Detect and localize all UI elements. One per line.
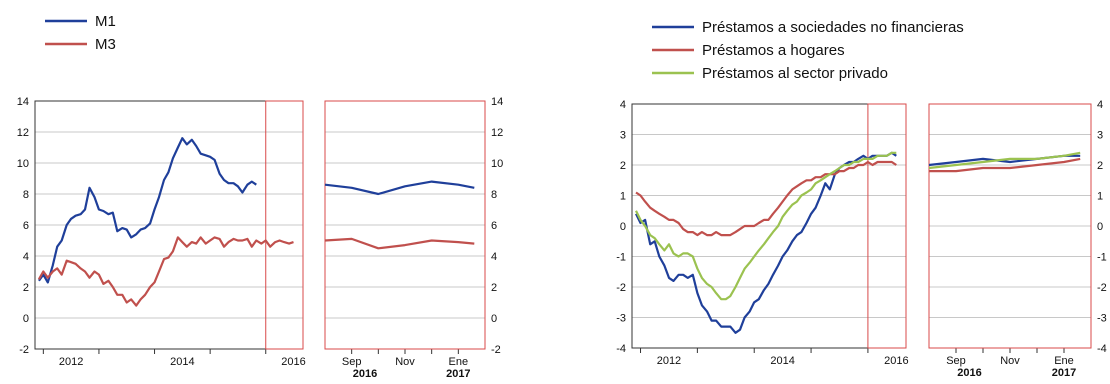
y-tick-label: 3 <box>620 130 626 142</box>
series-line-prestamos-a-hogares <box>635 160 897 237</box>
legend-label-prestamos-al-sector-privado: Préstamos al sector privado <box>702 65 888 82</box>
y-tick-label: 6 <box>491 220 497 232</box>
y-tick-label: 2 <box>1097 160 1103 172</box>
x-tick-label: 2016 <box>281 356 305 368</box>
y-tick-label: 10 <box>491 158 503 170</box>
y-tick-label: 12 <box>491 127 503 139</box>
main-panel: -2 0 2 4 6 8 10 12 14 2012 2014 2016 <box>17 96 306 368</box>
x-year-label: 2016 <box>957 367 981 379</box>
x-tick-label: Ene <box>1054 355 1074 367</box>
y-tick-label: 2 <box>620 160 626 172</box>
y-tick-label: 8 <box>491 189 497 201</box>
y-tick-label: -2 <box>1097 282 1107 294</box>
series-line-prestamos-a-hogares <box>929 157 1081 173</box>
zoom-panel: -2 0 2 4 6 8 10 12 14 Sep Nov Ene 2016 2017 <box>324 96 503 380</box>
legend-label-m3: M3 <box>95 36 116 53</box>
y-tick-label: -3 <box>1097 313 1107 325</box>
x-tick-label: 2012 <box>59 356 83 368</box>
legend-label-m1: M1 <box>95 13 116 30</box>
legend-label-prestamos-a-hogares: Préstamos a hogares <box>702 42 845 59</box>
y-tick-label: 14 <box>17 96 29 108</box>
loans-chart: Préstamos a sociedades no financieras Pré… <box>616 19 1107 379</box>
y-tick-label: 4 <box>620 99 626 111</box>
y-tick-label: 2 <box>491 282 497 294</box>
y-tick-label: 14 <box>491 96 503 108</box>
y-tick-label: 6 <box>23 220 29 232</box>
x-tick-label: 2014 <box>770 355 794 367</box>
main-panel: -4 -3 -2 -1 0 1 2 3 4 2012 2014 2016 <box>616 99 908 367</box>
x-tick-label: Nov <box>1000 355 1020 367</box>
y-tick-label: 0 <box>1097 221 1103 233</box>
series-line-m3 <box>37 236 294 307</box>
y-tick-label: 4 <box>491 251 497 263</box>
y-tick-label: 4 <box>23 251 29 263</box>
y-tick-label: -1 <box>616 252 626 264</box>
y-tick-label: 4 <box>1097 99 1103 111</box>
y-tick-label: 3 <box>1097 130 1103 142</box>
series-line-prestamos-al-sector-privado <box>635 151 897 301</box>
y-tick-label: 10 <box>17 158 29 170</box>
y-tick-label: 12 <box>17 127 29 139</box>
y-tick-label: 0 <box>23 313 29 325</box>
plot-frame <box>324 100 486 350</box>
zoom-panel: -4 -3 -2 -1 0 1 2 3 4 Sep Nov Ene 2016 2017 <box>928 99 1107 379</box>
highlight-region <box>867 103 907 349</box>
highlight-region <box>265 100 304 350</box>
y-tick-label: -2 <box>491 344 501 356</box>
x-tick-label: Nov <box>395 356 415 368</box>
y-tick-label: 1 <box>1097 191 1103 203</box>
y-tick-label: 0 <box>620 221 626 233</box>
y-tick-label: -4 <box>616 343 626 355</box>
series-line-m1 <box>324 180 475 196</box>
x-tick-label: Sep <box>342 356 362 368</box>
y-tick-label: -4 <box>1097 343 1107 355</box>
x-tick-label: 2012 <box>657 355 681 367</box>
x-year-label: 2017 <box>446 368 470 380</box>
x-tick-label: 2014 <box>170 356 194 368</box>
y-tick-label: -3 <box>616 313 626 325</box>
x-tick-label: Sep <box>946 355 966 367</box>
y-tick-label: -2 <box>616 282 626 294</box>
y-tick-label: 2 <box>23 282 29 294</box>
y-tick-label: -2 <box>19 344 29 356</box>
x-tick-label: 2016 <box>884 355 908 367</box>
legend: Préstamos a sociedades no financieras Pré… <box>652 19 964 82</box>
y-tick-label: 0 <box>491 313 497 325</box>
x-year-label: 2017 <box>1052 367 1076 379</box>
y-tick-label: 8 <box>23 189 29 201</box>
series-line-m1 <box>38 137 257 284</box>
plot-frame <box>928 103 1092 349</box>
y-tick-label: -1 <box>1097 252 1107 264</box>
y-tick-label: 1 <box>620 191 626 203</box>
legend-label-prestamos-a-sociedades-no-financieras: Préstamos a sociedades no financieras <box>702 19 964 36</box>
series-line-prestamos-al-sector-privado <box>928 151 1081 170</box>
series-line-m3 <box>324 237 475 250</box>
x-year-label: 2016 <box>353 368 377 380</box>
x-tick-label: Ene <box>449 356 469 368</box>
